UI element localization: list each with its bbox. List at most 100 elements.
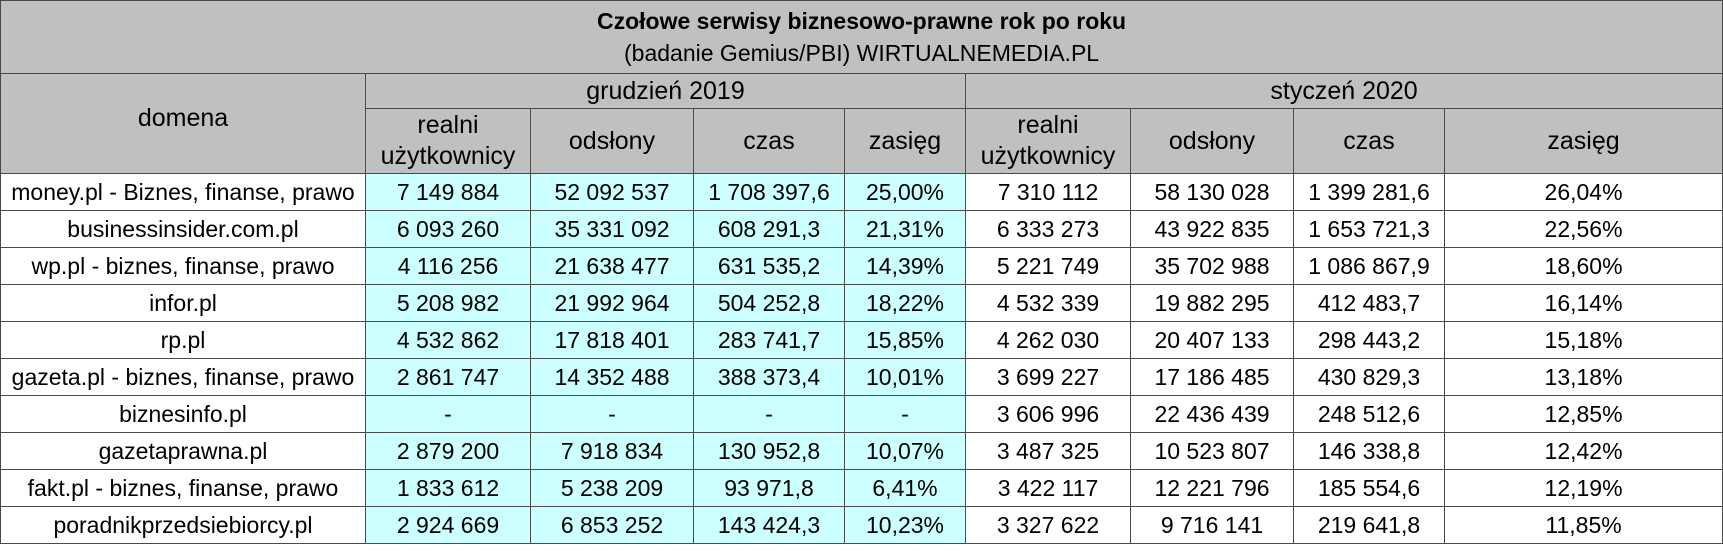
jan-users-cell: 3 422 117: [965, 469, 1131, 507]
jan-reach-cell: 18,60%: [1443, 247, 1723, 285]
jan-views-cell: 20 407 133: [1130, 321, 1294, 359]
dec-reach-cell: 10,07%: [844, 432, 966, 470]
domain-cell: gazetaprawna.pl: [0, 432, 366, 470]
domain-column-header: domena: [0, 73, 366, 174]
jan-reach-cell: 13,18%: [1443, 358, 1723, 396]
dec-reach-cell: 10,01%: [844, 358, 966, 396]
domain-cell: money.pl - Biznes, finanse, prawo: [0, 173, 366, 211]
table-title-cell: Czołowe serwisy biznesowo-prawne rok po …: [0, 0, 1723, 74]
period-header-dec-2019: grudzień 2019: [365, 73, 966, 109]
dec-users-cell: 2 924 669: [365, 506, 531, 544]
table-body: money.pl - Biznes, finanse, prawo 7 149 …: [0, 173, 1723, 544]
jan-time-cell: 185 554,6: [1293, 469, 1445, 507]
jan-reach-cell: 16,14%: [1443, 284, 1723, 322]
jan-reach-cell: 15,18%: [1443, 321, 1723, 359]
domain-cell: infor.pl: [0, 284, 366, 322]
table-row: poradnikprzedsiebiorcy.pl 2 924 669 6 85…: [0, 506, 1723, 544]
dec-time-cell: -: [693, 395, 845, 433]
table-row: gazetaprawna.pl 2 879 200 7 918 834 130 …: [0, 432, 1723, 470]
jan-views-cell: 17 186 485: [1130, 358, 1294, 396]
col-header-time: czas: [1293, 108, 1445, 174]
jan-views-cell: 22 436 439: [1130, 395, 1294, 433]
dec-users-cell: 5 208 982: [365, 284, 531, 322]
jan-time-cell: 1 653 721,3: [1293, 210, 1445, 248]
jan-reach-cell: 12,85%: [1443, 395, 1723, 433]
dec-time-cell: 1 708 397,6: [693, 173, 845, 211]
dec-time-cell: 504 252,8: [693, 284, 845, 322]
dec-views-cell: 5 238 209: [530, 469, 694, 507]
table-row: wp.pl - biznes, finanse, prawo 4 116 256…: [0, 247, 1723, 285]
table-row: money.pl - Biznes, finanse, prawo 7 149 …: [0, 173, 1723, 211]
jan-views-cell: 43 922 835: [1130, 210, 1294, 248]
jan-views-cell: 12 221 796: [1130, 469, 1294, 507]
dec-users-cell: 7 149 884: [365, 173, 531, 211]
jan-reach-cell: 12,19%: [1443, 469, 1723, 507]
jan-time-cell: 248 512,6: [1293, 395, 1445, 433]
jan-users-cell: 6 333 273: [965, 210, 1131, 248]
dec-views-cell: 7 918 834: [530, 432, 694, 470]
dec-views-cell: 21 992 964: [530, 284, 694, 322]
table-subtitle: (badanie Gemius/PBI) WIRTUALNEMEDIA.PL: [624, 40, 1100, 66]
dec-views-cell: 6 853 252: [530, 506, 694, 544]
dec-time-cell: 93 971,8: [693, 469, 845, 507]
jan-users-cell: 4 532 339: [965, 284, 1131, 322]
domain-cell: rp.pl: [0, 321, 366, 359]
domain-cell: gazeta.pl - biznes, finanse, prawo: [0, 358, 366, 396]
dec-reach-cell: 15,85%: [844, 321, 966, 359]
dec-reach-cell: 21,31%: [844, 210, 966, 248]
dec-views-cell: 14 352 488: [530, 358, 694, 396]
dec-views-cell: 35 331 092: [530, 210, 694, 248]
dec-reach-cell: 10,23%: [844, 506, 966, 544]
dec-time-cell: 130 952,8: [693, 432, 845, 470]
jan-reach-cell: 11,85%: [1443, 506, 1723, 544]
jan-reach-cell: 12,42%: [1443, 432, 1723, 470]
jan-views-cell: 58 130 028: [1130, 173, 1294, 211]
dec-users-cell: -: [365, 395, 531, 433]
dec-users-cell: 2 879 200: [365, 432, 531, 470]
dec-views-cell: 21 638 477: [530, 247, 694, 285]
dec-time-cell: 283 741,7: [693, 321, 845, 359]
dec-views-cell: 52 092 537: [530, 173, 694, 211]
jan-users-cell: 3 606 996: [965, 395, 1131, 433]
dec-views-cell: 17 818 401: [530, 321, 694, 359]
domain-cell: biznesinfo.pl: [0, 395, 366, 433]
table-row: fakt.pl - biznes, finanse, prawo 1 833 6…: [0, 469, 1723, 507]
domain-cell: fakt.pl - biznes, finanse, prawo: [0, 469, 366, 507]
domain-cell: poradnikprzedsiebiorcy.pl: [0, 506, 366, 544]
dec-reach-cell: 14,39%: [844, 247, 966, 285]
jan-users-cell: 5 221 749: [965, 247, 1131, 285]
jan-users-cell: 3 487 325: [965, 432, 1131, 470]
jan-time-cell: 146 338,8: [1293, 432, 1445, 470]
jan-views-cell: 19 882 295: [1130, 284, 1294, 322]
col-header-views: odsłony: [1130, 108, 1294, 174]
jan-time-cell: 430 829,3: [1293, 358, 1445, 396]
dec-time-cell: 631 535,2: [693, 247, 845, 285]
period-header-jan-2020: styczeń 2020: [964, 73, 1723, 109]
jan-reach-cell: 26,04%: [1443, 173, 1723, 211]
jan-views-cell: 9 716 141: [1130, 506, 1294, 544]
table-row: biznesinfo.pl - - - - 3 606 996 22 436 4…: [0, 395, 1723, 433]
jan-time-cell: 412 483,7: [1293, 284, 1445, 322]
table-row: infor.pl 5 208 982 21 992 964 504 252,8 …: [0, 284, 1723, 322]
dec-reach-cell: 6,41%: [844, 469, 966, 507]
jan-time-cell: 298 443,2: [1293, 321, 1445, 359]
col-header-users: realni użytkownicy: [965, 108, 1131, 174]
jan-views-cell: 10 523 807: [1130, 432, 1294, 470]
dec-users-cell: 2 861 747: [365, 358, 531, 396]
dec-views-cell: -: [530, 395, 694, 433]
dec-users-cell: 6 093 260: [365, 210, 531, 248]
col-header-reach: zasięg: [1443, 108, 1723, 174]
col-header-reach: zasięg: [844, 108, 966, 174]
table-title: Czołowe serwisy biznesowo-prawne rok po …: [596, 8, 1127, 34]
jan-users-cell: 4 262 030: [965, 321, 1131, 359]
jan-users-cell: 7 310 112: [965, 173, 1131, 211]
jan-users-cell: 3 327 622: [965, 506, 1131, 544]
col-header-users: realni użytkownicy: [365, 108, 531, 174]
jan-reach-cell: 22,56%: [1443, 210, 1723, 248]
jan-users-cell: 3 699 227: [965, 358, 1131, 396]
table-row: rp.pl 4 532 862 17 818 401 283 741,7 15,…: [0, 321, 1723, 359]
jan-views-cell: 35 702 988: [1130, 247, 1294, 285]
dec-reach-cell: -: [844, 395, 966, 433]
dec-reach-cell: 18,22%: [844, 284, 966, 322]
